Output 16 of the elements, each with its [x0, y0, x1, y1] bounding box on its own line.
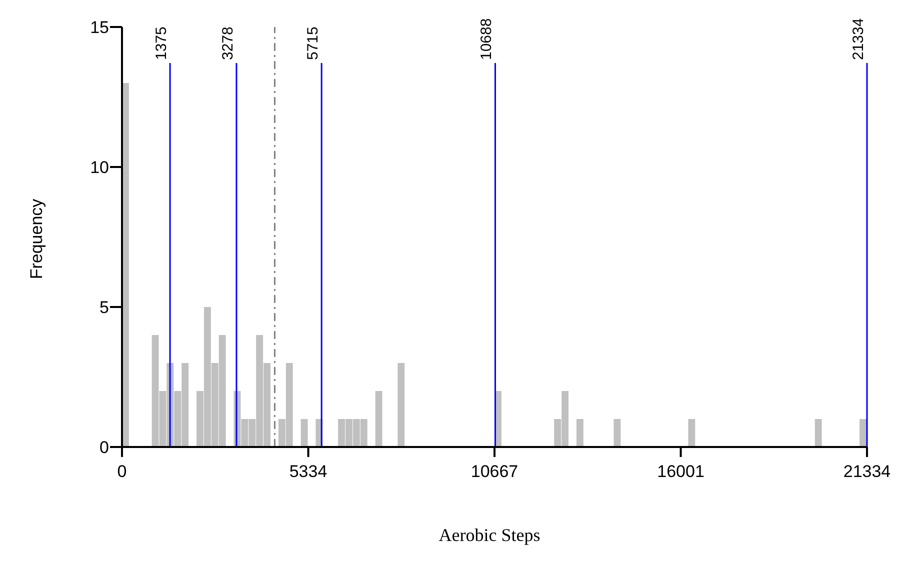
- y-tick-label: 10: [90, 158, 109, 177]
- x-axis-title: Aerobic Steps: [438, 525, 540, 545]
- x-tick-label: 16001: [657, 462, 704, 481]
- x-tick-label: 21334: [843, 462, 891, 481]
- x-tick-label: 0: [117, 462, 127, 481]
- ref-line-label: 3278: [219, 26, 236, 60]
- x-tick-label: 10667: [470, 462, 518, 481]
- ref-line-label: 1375: [153, 26, 170, 60]
- ref-line-label: 21334: [850, 18, 867, 60]
- ref-line-label: 5715: [304, 26, 322, 60]
- y-tick-label: 15: [90, 18, 109, 37]
- ref-line-label: 10688: [478, 18, 496, 60]
- x-tick-label: 5334: [289, 462, 328, 481]
- y-tick-label: 5: [100, 298, 109, 317]
- y-tick-label: 0: [100, 438, 109, 457]
- y-axis-title: Frequency: [27, 198, 46, 280]
